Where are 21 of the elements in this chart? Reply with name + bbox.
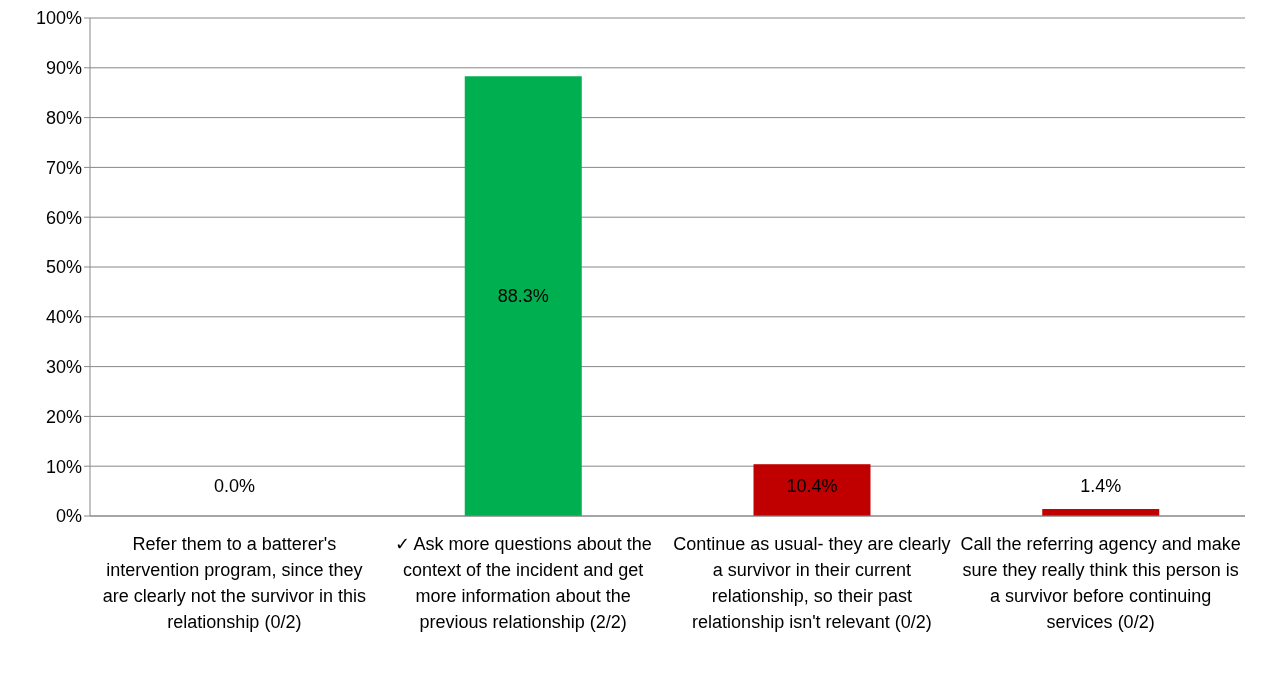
x-tick-label: Continue as usual- they are clearly a survivor in their current relationship, so their past relationship isn't relevant (0/2) [673,534,951,632]
y-tick-label: 10% [45,456,82,477]
bar [753,464,871,516]
x-tick-label: Call the referring agency and make sure they really think this person is a survivor before continuing services (0/2) [960,534,1241,632]
y-tick-label: 80% [45,107,82,128]
x-tick-label: ✓ Ask more questions about the context of the incident and get more information about the previous relationship (2/2) [394,534,652,632]
data-label: 10.4% [786,476,838,496]
y-tick-label: 60% [45,207,82,228]
y-tick-label: 50% [45,257,82,278]
y-tick-label: 20% [45,406,82,427]
y-tick-label: 70% [45,157,82,178]
y-tick-label: 0% [55,506,82,527]
y-tick-label: 90% [45,58,82,79]
y-tick-label: 30% [45,356,82,377]
x-tick-label: Refer them to a batterer's intervention program, since they are clearly not the survivor in this relationship (0/2) [102,534,366,632]
bar [464,76,582,516]
y-tick-label: 100% [35,8,82,29]
data-label: 1.4% [1080,476,1122,496]
y-tick-label: 40% [45,307,82,328]
data-label: 0.0% [213,476,256,496]
data-label: 88.3% [497,286,549,307]
